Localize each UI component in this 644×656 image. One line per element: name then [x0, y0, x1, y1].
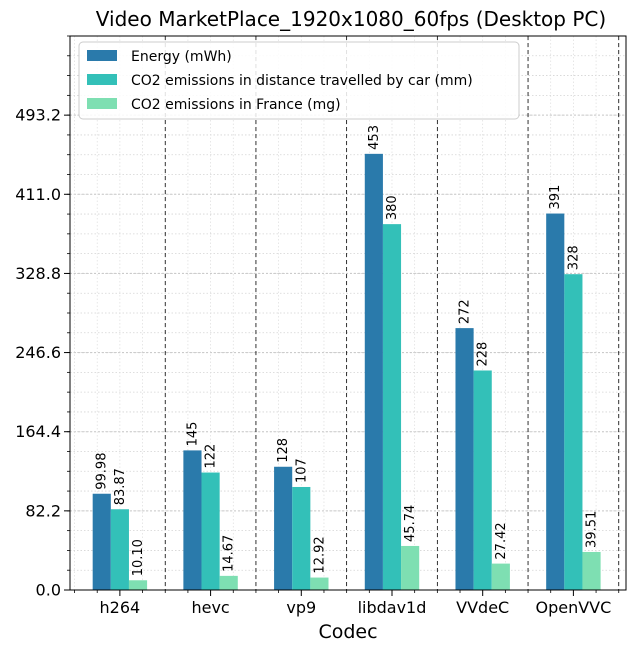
legend-swatch [87, 98, 117, 109]
data-label: 107 [294, 458, 309, 483]
bar [219, 575, 238, 590]
data-label: 14.67 [222, 535, 237, 572]
data-label: 328 [566, 245, 581, 270]
data-label: 122 [204, 444, 219, 469]
legend-label: Energy (mWh) [131, 49, 232, 65]
x-axis-label: Codec [318, 621, 377, 643]
legend-swatch [87, 50, 117, 61]
axes-layer: 0.0 82.2 164.4 246.6 328.8 411.0 493.2 h264 hevc… [15, 35, 627, 617]
bar [364, 153, 383, 590]
data-label: 10.10 [131, 539, 146, 576]
data-label: 45.74 [403, 505, 418, 542]
bar [310, 577, 329, 590]
x-tick-label: VVdeC [456, 598, 509, 617]
y-tick-label: 411.0 [15, 185, 61, 204]
x-tick-label: OpenVVC [535, 598, 611, 617]
bar [582, 551, 601, 590]
data-label: 380 [385, 195, 400, 220]
bar [546, 213, 565, 591]
y-tick-label: 0.0 [36, 581, 61, 600]
x-tick-label: h264 [100, 598, 141, 617]
y-tick-label: 82.2 [25, 501, 61, 520]
bar [455, 328, 474, 590]
data-label: 99.98 [95, 453, 110, 490]
chart-title: Video MarketPlace_1920x1080_60fps (Deskt… [96, 7, 606, 31]
bars-layer [92, 153, 601, 591]
bar [292, 486, 311, 590]
y-tick-label: 493.2 [15, 106, 61, 125]
bar [401, 545, 420, 590]
legend-box [78, 41, 520, 120]
y-tick-label: 328.8 [15, 264, 61, 283]
data-label: 39.51 [585, 511, 600, 548]
bar [382, 224, 402, 590]
data-label: 453 [367, 125, 382, 150]
bar [110, 509, 129, 590]
data-label: 83.87 [113, 468, 128, 505]
data-label: 27.42 [494, 522, 509, 559]
data-label: 391 [548, 185, 563, 210]
data-label: 128 [276, 438, 291, 463]
bar [564, 274, 583, 590]
legend: Energy (mWh) CO2 emissions in distance tr… [78, 41, 520, 120]
legend-label: CO2 emissions in distance travelled by c… [131, 73, 473, 89]
bar [128, 580, 148, 590]
bar [92, 493, 111, 590]
bar [473, 370, 492, 590]
grid-layer [70, 35, 626, 591]
data-label: 145 [185, 422, 200, 447]
y-tick-label: 246.6 [15, 343, 61, 362]
x-tick-label: hevc [191, 598, 229, 617]
x-tick-label: vp9 [286, 598, 316, 617]
data-label: 12.92 [312, 536, 327, 573]
data-labels-layer: 99.98 145 128 453 272 391 83.87 122 107 380 228 328… [95, 125, 600, 576]
bar [491, 563, 510, 590]
bar [274, 466, 293, 590]
bar [183, 450, 202, 590]
bar [201, 472, 220, 590]
x-tick-label: libdav1d [358, 598, 427, 617]
legend-swatch [87, 74, 117, 85]
data-label: 228 [476, 342, 491, 367]
y-tick-label: 164.4 [15, 422, 61, 441]
data-label: 272 [458, 299, 473, 324]
legend-label: CO2 emissions in France (mg) [131, 97, 341, 113]
